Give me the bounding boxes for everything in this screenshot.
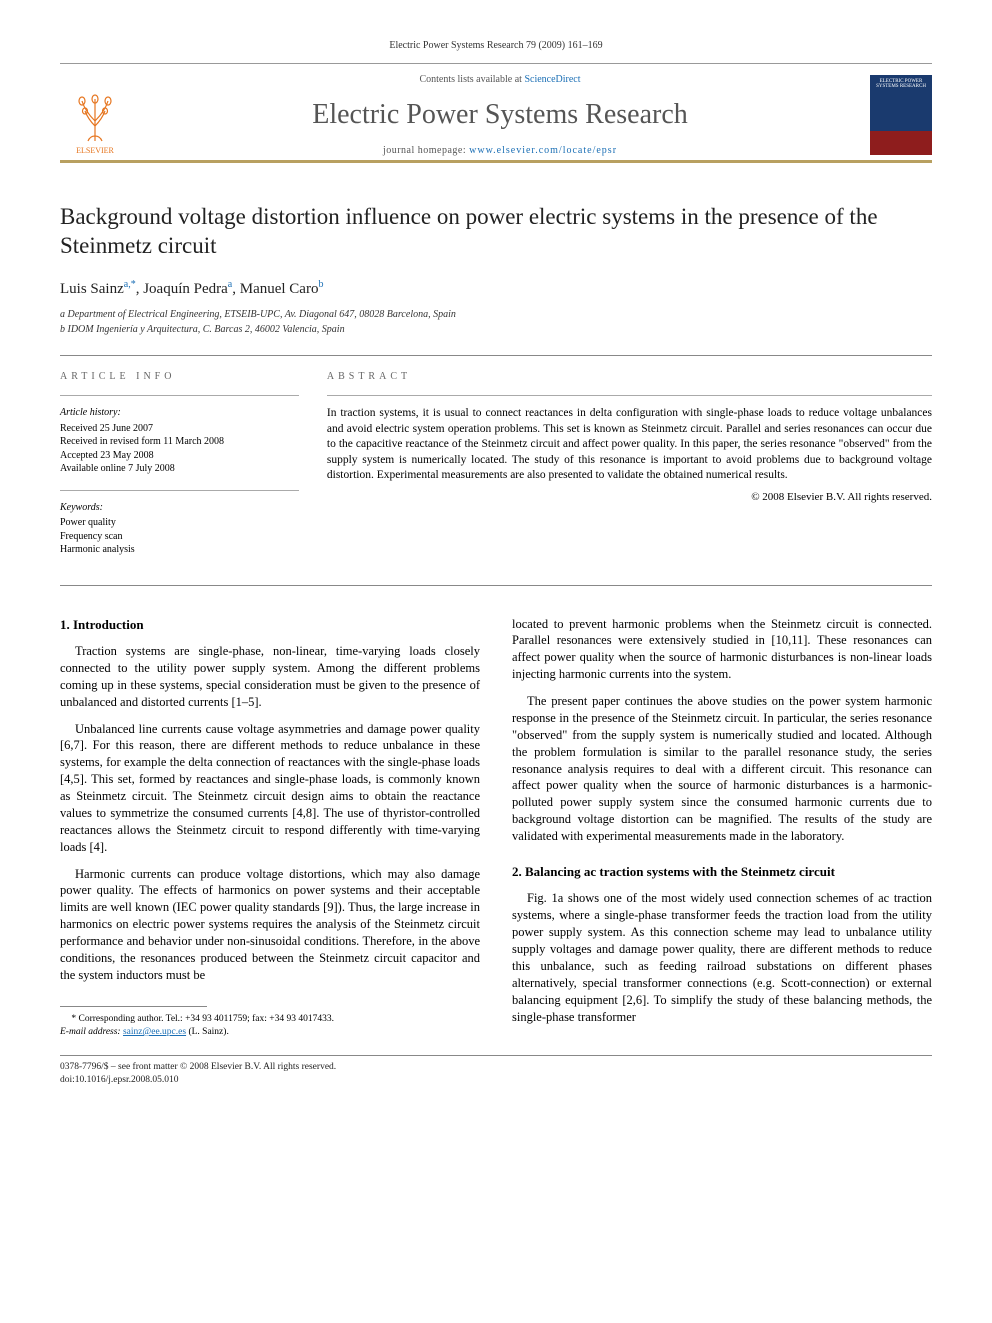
footer-issn-line: 0378-7796/$ – see front matter © 2008 El… (60, 1061, 932, 1073)
cover-label: ELECTRIC POWER SYSTEMS RESEARCH (872, 79, 930, 89)
keyword-2: Frequency scan (60, 530, 299, 544)
elsevier-label: ELSEVIER (76, 146, 114, 155)
contents-prefix: Contents lists available at (419, 74, 524, 85)
article-info-column: ARTICLE INFO Article history: Received 2… (60, 356, 313, 585)
homepage-line: journal homepage: www.elsevier.com/locat… (130, 145, 870, 156)
author-1-affil: a,* (124, 279, 136, 290)
article-history-block: Article history: Received 25 June 2007 R… (60, 406, 299, 476)
email-label: E-mail address: (60, 1027, 121, 1037)
header-citation: Electric Power Systems Research 79 (2009… (60, 40, 932, 51)
history-revised: Received in revised form 11 March 2008 (60, 435, 299, 449)
sec1-para-5: The present paper continues the above st… (512, 693, 932, 845)
affiliation-a: a Department of Electrical Engineering, … (60, 308, 932, 322)
history-accepted: Accepted 23 May 2008 (60, 449, 299, 463)
contents-line: Contents lists available at ScienceDirec… (130, 74, 870, 85)
section-2-heading: 2. Balancing ac traction systems with th… (512, 863, 932, 881)
author-1: Luis Sainz (60, 281, 124, 297)
journal-name: Electric Power Systems Research (130, 99, 870, 131)
elsevier-tree-icon (70, 91, 120, 146)
footnotes: * Corresponding author. Tel.: +34 93 401… (60, 1013, 480, 1039)
sec1-para-4: located to prevent harmonic problems whe… (512, 616, 932, 684)
abstract-divider (327, 395, 932, 396)
keywords-title: Keywords: (60, 501, 299, 515)
affiliations: a Department of Electrical Engineering, … (60, 308, 932, 337)
abstract-copyright: © 2008 Elsevier B.V. All rights reserved… (327, 490, 932, 505)
author-3: Manuel Caro (240, 281, 319, 297)
keyword-3: Harmonic analysis (60, 543, 299, 557)
sec1-para-1: Traction systems are single-phase, non-l… (60, 643, 480, 711)
article-title: Background voltage distortion influence … (60, 203, 932, 261)
sec2-para-1: Fig. 1a shows one of the most widely use… (512, 890, 932, 1025)
author-list: Luis Sainza,*, Joaquín Pedraa, Manuel Ca… (60, 279, 932, 298)
corresponding-author-note: * Corresponding author. Tel.: +34 93 401… (60, 1013, 480, 1025)
footer-doi-line: doi:10.1016/j.epsr.2008.05.010 (60, 1074, 932, 1086)
keyword-1: Power quality (60, 516, 299, 530)
history-received: Received 25 June 2007 (60, 422, 299, 436)
email-link[interactable]: sainz@ee.upc.es (123, 1027, 186, 1037)
article-info-label: ARTICLE INFO (60, 370, 299, 384)
article-history-title: Article history: (60, 406, 299, 420)
banner-center: Contents lists available at ScienceDirec… (130, 74, 870, 156)
abstract-text: In traction systems, it is usual to conn… (327, 406, 932, 484)
abstract-label: ABSTRACT (327, 370, 932, 384)
author-3-affil: b (318, 279, 323, 290)
email-who: (L. Sainz). (188, 1027, 228, 1037)
footer-text: 0378-7796/$ – see front matter © 2008 El… (60, 1061, 932, 1086)
info-abstract-row: ARTICLE INFO Article history: Received 2… (60, 355, 932, 586)
author-2-affil: a (228, 279, 232, 290)
email-line: E-mail address: sainz@ee.upc.es (L. Sain… (60, 1026, 480, 1038)
info-divider-2 (60, 490, 299, 491)
section-1-heading: 1. Introduction (60, 616, 480, 634)
abstract-column: ABSTRACT In traction systems, it is usua… (313, 356, 932, 585)
sec1-para-2: Unbalanced line currents cause voltage a… (60, 721, 480, 856)
body-left-column: 1. Introduction Traction systems are sin… (60, 616, 480, 1040)
elsevier-logo: ELSEVIER (60, 75, 130, 155)
sec1-para-3: Harmonic currents can produce voltage di… (60, 866, 480, 984)
footer-separator (60, 1055, 932, 1056)
affiliation-b: b IDOM Ingeniería y Arquitectura, C. Bar… (60, 323, 932, 337)
author-2: Joaquín Pedra (143, 281, 228, 297)
sciencedirect-link[interactable]: ScienceDirect (524, 74, 580, 85)
homepage-link[interactable]: www.elsevier.com/locate/epsr (469, 145, 617, 156)
info-divider (60, 395, 299, 396)
footnote-separator (60, 1006, 207, 1007)
journal-cover-thumb: ELECTRIC POWER SYSTEMS RESEARCH (870, 75, 932, 155)
body-right-column: located to prevent harmonic problems whe… (512, 616, 932, 1040)
journal-banner: ELSEVIER Contents lists available at Sci… (60, 63, 932, 163)
homepage-prefix: journal homepage: (383, 145, 469, 156)
keywords-block: Keywords: Power quality Frequency scan H… (60, 501, 299, 557)
history-online: Available online 7 July 2008 (60, 462, 299, 476)
body-columns: 1. Introduction Traction systems are sin… (60, 616, 932, 1040)
